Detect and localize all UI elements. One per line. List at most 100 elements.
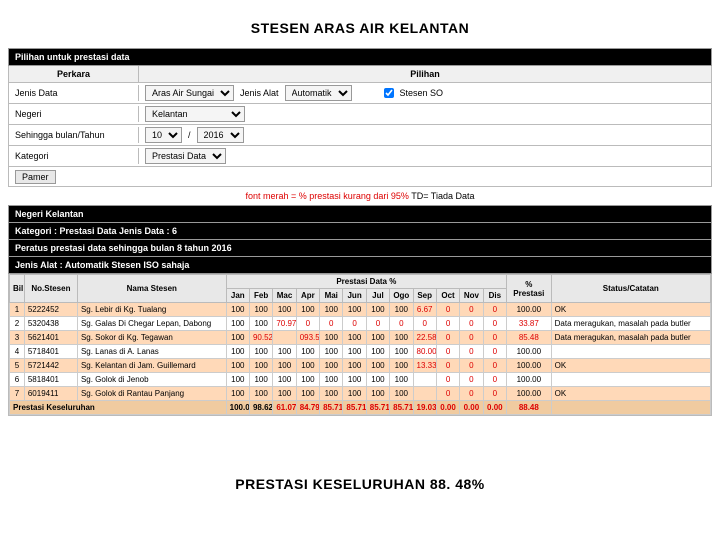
form-section: Pilihan untuk prestasi data Perkara Pili… bbox=[8, 48, 712, 187]
sehingga-row: Sehingga bulan/Tahun 10 / 2016 bbox=[8, 125, 712, 146]
table-row: 55721442Sg. Kelantan di Jam. Guillemard1… bbox=[10, 359, 711, 373]
table-row: 35621401Sg. Sokor di Kg. Tegawan10090.52… bbox=[10, 331, 711, 345]
table-cell bbox=[413, 387, 436, 401]
table-cell bbox=[273, 331, 296, 345]
table-cell: 100 bbox=[343, 303, 366, 317]
table-cell: 100 bbox=[226, 317, 249, 331]
summary-status bbox=[551, 401, 710, 415]
table-cell: 5721442 bbox=[24, 359, 77, 373]
th-month-5: Jun bbox=[343, 289, 366, 303]
summary-cell: 0.00 bbox=[460, 401, 483, 415]
table-cell: 100 bbox=[366, 359, 389, 373]
summary-cell: 84.79 bbox=[296, 401, 319, 415]
table-cell-status: Data meragukan, masalah pada butler bbox=[551, 317, 710, 331]
table-cell: 0 bbox=[436, 373, 459, 387]
summary-cell: 0.00 bbox=[436, 401, 459, 415]
table-cell: 100 bbox=[226, 373, 249, 387]
table-cell: 0 bbox=[436, 317, 459, 331]
summary-label: Prestasi Keseluruhan bbox=[10, 401, 227, 415]
legend-row: font merah = % prestasi kurang dari 95% … bbox=[0, 187, 720, 205]
table-cell: 100 bbox=[249, 345, 272, 359]
summary-cell: 19.03 bbox=[413, 401, 436, 415]
table-cell: 100 bbox=[366, 303, 389, 317]
summary-cell: 0.00 bbox=[483, 401, 506, 415]
form-header: Pilihan untuk prestasi data bbox=[8, 48, 712, 66]
table-cell: 100 bbox=[249, 373, 272, 387]
th-prestasi: % Prestasi bbox=[507, 275, 552, 303]
table-cell: 0 bbox=[483, 373, 506, 387]
table-cell: 22.58 bbox=[413, 331, 436, 345]
table-cell-prestasi: 33.87 bbox=[507, 317, 552, 331]
table-cell: 100 bbox=[390, 303, 413, 317]
stesen-so-label: Stesen SO bbox=[400, 88, 444, 98]
table-cell-status: OK bbox=[551, 359, 710, 373]
negeri-label: Negeri bbox=[9, 106, 139, 122]
table-cell: 5 bbox=[10, 359, 25, 373]
table-cell: 6 bbox=[10, 373, 25, 387]
table-cell: 100 bbox=[320, 303, 343, 317]
negeri-row: Negeri Kelantan bbox=[8, 104, 712, 125]
bulan-select[interactable]: 10 bbox=[145, 127, 182, 143]
table-cell: 100 bbox=[296, 373, 319, 387]
jenis-data-select[interactable]: Aras Air Sungai bbox=[145, 85, 234, 101]
table-cell: 100 bbox=[343, 387, 366, 401]
table-cell: 1 bbox=[10, 303, 25, 317]
negeri-select[interactable]: Kelantan bbox=[145, 106, 245, 122]
table-cell: 5320438 bbox=[24, 317, 77, 331]
legend-red: font merah = % prestasi kurang dari 95% bbox=[246, 191, 409, 201]
table-cell: 0 bbox=[436, 331, 459, 345]
meta-line2: Kategori : Prestasi Data Jenis Data : 6 bbox=[8, 223, 712, 240]
table-cell: 5818401 bbox=[24, 373, 77, 387]
table-cell: 0 bbox=[483, 345, 506, 359]
meta-section: Negeri Kelantan Kategori : Prestasi Data… bbox=[8, 205, 712, 274]
table-cell: 6019411 bbox=[24, 387, 77, 401]
table-row: 15222452Sg. Lebir di Kg. Tualang10010010… bbox=[10, 303, 711, 317]
table-cell: 0 bbox=[296, 317, 319, 331]
table-cell: 0 bbox=[460, 331, 483, 345]
table-cell: 100 bbox=[343, 373, 366, 387]
jenis-data-label: Jenis Data bbox=[9, 85, 139, 101]
table-cell: 2 bbox=[10, 317, 25, 331]
table-cell: 100 bbox=[273, 387, 296, 401]
table-cell-prestasi: 100.00 bbox=[507, 303, 552, 317]
pamer-row: Pamer bbox=[8, 167, 712, 187]
th-month-9: Oct bbox=[436, 289, 459, 303]
th-month-0: Jan bbox=[226, 289, 249, 303]
table-cell: 100 bbox=[366, 387, 389, 401]
table-cell: Sg. Galas Di Chegar Lepan, Dabong bbox=[77, 317, 226, 331]
table-cell: 0 bbox=[343, 317, 366, 331]
perkara-header-row: Perkara Pilihan bbox=[8, 66, 712, 83]
table-cell-status bbox=[551, 373, 710, 387]
table-cell-status bbox=[551, 345, 710, 359]
table-summary-row: Prestasi Keseluruhan100.0098.6261.0784.7… bbox=[10, 401, 711, 415]
table-header-row-1: Bil No.Stesen Nama Stesen Prestasi Data … bbox=[10, 275, 711, 289]
table-cell: 100 bbox=[343, 331, 366, 345]
table-cell: 70.97 bbox=[273, 317, 296, 331]
table-cell-status: Data meragukan, masalah pada butler bbox=[551, 331, 710, 345]
jenis-alat-select[interactable]: Automatik bbox=[285, 85, 352, 101]
kategori-select[interactable]: Prestasi Data bbox=[145, 148, 226, 164]
table-cell: 0 bbox=[460, 359, 483, 373]
th-month-6: Jul bbox=[366, 289, 389, 303]
table-cell: 0 bbox=[413, 317, 436, 331]
table-cell-prestasi: 100.00 bbox=[507, 373, 552, 387]
th-month-4: Mai bbox=[320, 289, 343, 303]
summary-cell: 85.71 bbox=[343, 401, 366, 415]
table-cell: 0 bbox=[460, 387, 483, 401]
table-cell: 100 bbox=[390, 345, 413, 359]
table-cell: 100 bbox=[296, 387, 319, 401]
tahun-select[interactable]: 2016 bbox=[197, 127, 244, 143]
table-cell-prestasi: 100.00 bbox=[507, 345, 552, 359]
th-month-8: Sep bbox=[413, 289, 436, 303]
table-cell: 0 bbox=[483, 317, 506, 331]
stesen-so-checkbox[interactable] bbox=[384, 88, 394, 98]
table-cell: 0 bbox=[483, 387, 506, 401]
table-cell: 0 bbox=[460, 345, 483, 359]
table-cell: Sg. Lanas di A. Lanas bbox=[77, 345, 226, 359]
table-row: 65818401Sg. Golok di Jenob10010010010010… bbox=[10, 373, 711, 387]
table-cell: Sg. Golok di Rantau Panjang bbox=[77, 387, 226, 401]
table-cell: 100 bbox=[343, 359, 366, 373]
meta-line3: Peratus prestasi data sehingga bulan 8 t… bbox=[8, 240, 712, 257]
perkara-label: Perkara bbox=[9, 66, 139, 82]
pamer-button[interactable]: Pamer bbox=[15, 170, 56, 184]
